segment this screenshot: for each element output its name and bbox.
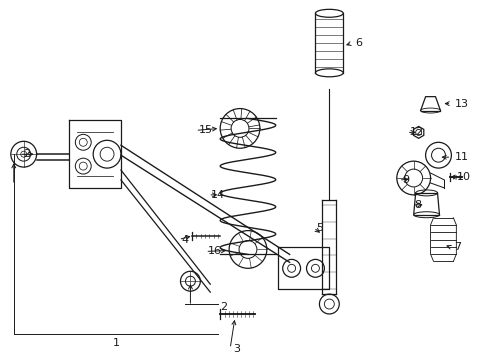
Text: 8: 8 (414, 200, 421, 210)
Text: 16: 16 (208, 247, 222, 256)
Text: 9: 9 (401, 175, 408, 185)
Text: 3: 3 (233, 344, 240, 354)
Text: 15: 15 (198, 125, 212, 135)
Text: 2: 2 (220, 302, 227, 312)
Text: 4: 4 (181, 234, 188, 244)
Text: 14: 14 (211, 190, 225, 200)
Text: 13: 13 (453, 99, 468, 109)
Text: 12: 12 (409, 127, 423, 138)
Text: 5: 5 (316, 222, 323, 233)
Text: 11: 11 (453, 152, 468, 162)
Text: 2: 2 (22, 149, 30, 159)
Text: 10: 10 (455, 172, 469, 182)
Text: 6: 6 (354, 38, 362, 48)
Text: 7: 7 (453, 243, 461, 252)
Text: 1: 1 (112, 338, 119, 348)
